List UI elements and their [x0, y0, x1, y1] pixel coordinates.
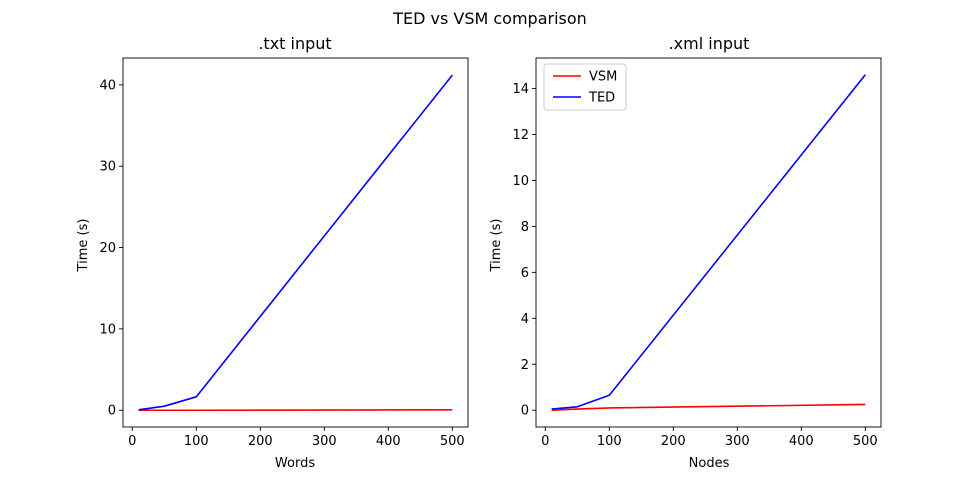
y-tick-label: 0 [521, 404, 529, 419]
y-tick-label: 10 [99, 322, 116, 337]
subplot-txt: .txt input Words Time (s) 0 100 200 300 400 5… [76, 34, 469, 471]
x-tick-label: 100 [597, 434, 622, 449]
figure-title: TED vs VSM comparison [392, 9, 587, 28]
x-tick-label: 200 [248, 434, 273, 449]
x-tick-label: 500 [853, 434, 878, 449]
y-tick-label: 0 [108, 404, 116, 419]
legend-label-vsm: VSM [589, 70, 617, 85]
x-axis-label: Nodes [689, 456, 730, 471]
subplot-title: .xml input [669, 34, 750, 53]
y-tick-label: 20 [99, 241, 116, 256]
x-tick-label: 0 [541, 434, 549, 449]
legend-label-ted: TED [588, 91, 615, 106]
y-tick-label: 8 [521, 220, 529, 235]
y-tick-label: 12 [512, 128, 529, 143]
x-tick-label: 300 [312, 434, 337, 449]
x-tick-label: 400 [789, 434, 814, 449]
x-tick-label: 500 [440, 434, 465, 449]
series-line-ted [551, 74, 866, 410]
x-tick-label: 200 [661, 434, 686, 449]
series-line-ted [138, 74, 453, 411]
y-tick-label: 4 [521, 312, 529, 327]
y-tick-label: 2 [521, 358, 529, 373]
y-tick-label: 6 [521, 266, 529, 281]
x-tick-label: 400 [376, 434, 401, 449]
y-tick-label: 10 [512, 174, 529, 189]
y-axis-label: Time (s) [76, 219, 91, 273]
x-axis-label: Words [275, 456, 315, 471]
x-tick-label: 300 [725, 434, 750, 449]
series-line-vsm [551, 403, 866, 412]
axes-frame [122, 57, 469, 428]
y-tick-label: 14 [512, 82, 529, 97]
y-tick-label: 30 [99, 160, 116, 175]
y-axis-label: Time (s) [489, 219, 504, 273]
x-tick-label: 0 [128, 434, 136, 449]
subplot-title: .txt input [258, 34, 331, 53]
subplot-xml: .xml input Nodes Time (s) 0 100 200 300 400 5… [489, 34, 882, 471]
x-tick-label: 100 [184, 434, 209, 449]
legend: VSM TED [543, 63, 627, 111]
axes-frame [535, 57, 882, 428]
y-tick-label: 40 [99, 78, 116, 93]
